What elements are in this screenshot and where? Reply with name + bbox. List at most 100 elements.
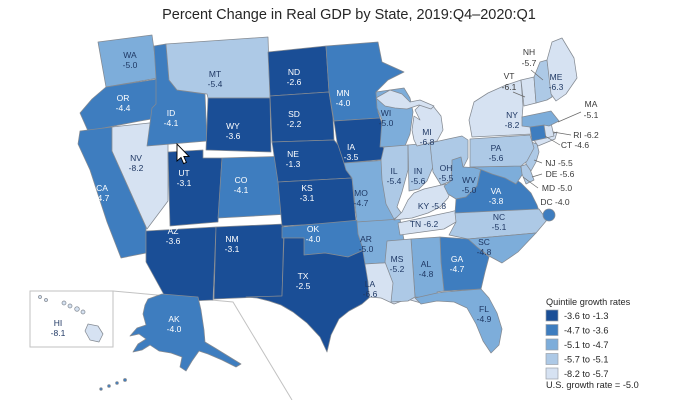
state-label-WY: WY (226, 121, 240, 131)
state-label-MO: MO (354, 188, 368, 198)
state-SD (269, 91, 335, 143)
legend-swatch (545, 353, 559, 365)
callout-label-NH: NH (523, 47, 535, 57)
mouse-cursor-icon (176, 142, 191, 165)
state-label-SC: SC (478, 237, 490, 247)
state-label-IN: IN (414, 166, 423, 176)
state-value-OR: -4.4 (116, 103, 131, 113)
state-AK-island (123, 378, 127, 382)
callout-value-VT: -6.1 (502, 82, 517, 92)
state-value-MI: -6.8 (420, 137, 435, 147)
state-value-ND: -2.6 (287, 77, 302, 87)
state-label-WA: WA (123, 50, 137, 60)
state-NY (468, 79, 533, 138)
state-label-MS: MS (391, 254, 404, 264)
state-AK (129, 293, 242, 372)
state-label-SD: SD (288, 109, 300, 119)
state-HI-island (74, 306, 80, 312)
state-value-NC: -5.1 (492, 222, 507, 232)
state-label-MT: MT (209, 69, 221, 79)
state-label-NC: NC (493, 212, 505, 222)
state-value-MO: -4.7 (354, 198, 369, 208)
callout-label-RI: RI -6.2 (573, 130, 599, 140)
state-label-ME: ME (550, 72, 563, 82)
state-WV (443, 156, 482, 200)
state-value-MS: -5.2 (390, 264, 405, 274)
callout-value-NH: -5.7 (522, 58, 537, 68)
state-value-WI: -5.0 (379, 118, 394, 128)
state-value-VA: -3.8 (489, 196, 504, 206)
callout-line-NJ (533, 159, 543, 164)
state-value-AZ: -3.6 (166, 236, 181, 246)
callout-line-RI (552, 131, 572, 136)
state-value-KS: -3.1 (300, 193, 315, 203)
state-value-OK: -4.0 (306, 234, 321, 244)
legend-title: Quintile growth rates (546, 297, 631, 307)
state-value-HI: -8.1 (51, 328, 66, 338)
state-value-UT: -3.1 (177, 178, 192, 188)
state-label-NY: NY (506, 110, 518, 120)
state-HI-island (61, 300, 67, 306)
state-label-WV: WV (462, 175, 476, 185)
state-AK-island (99, 387, 103, 391)
callout-label-VT: VT (504, 71, 515, 81)
legend-footnote: U.S. growth rate = -5.0 (546, 380, 639, 390)
state-label-NV: NV (130, 153, 142, 163)
legend-item-label: -8.2 to -5.7 (564, 369, 608, 379)
state-label-OH: OH (440, 163, 453, 173)
state-label-GA: GA (451, 254, 464, 264)
legend-swatch (545, 338, 559, 351)
state-value-FL: -4.9 (477, 314, 492, 324)
state-value-AL: -4.8 (419, 269, 434, 279)
state-VT (520, 76, 537, 107)
state-label-ID: ID (167, 108, 176, 118)
legend-item-label: -3.6 to -1.3 (564, 311, 608, 321)
state-value-NY: -8.2 (505, 120, 520, 130)
state-MI-upper-peninsula (375, 89, 435, 110)
state-KY (393, 183, 453, 221)
state-NH (533, 59, 553, 104)
legend-item-label: -5.1 to -4.7 (564, 340, 608, 350)
figure-title: Percent Change in Real GDP by State, 201… (162, 7, 536, 23)
state-label-NE: NE (287, 149, 299, 159)
alaska-inset-divider (112, 290, 293, 400)
state-label-UT: UT (178, 168, 189, 178)
state-value-NM: -3.1 (225, 244, 240, 254)
state-UT (167, 149, 223, 227)
state-TX (245, 237, 371, 353)
state-label-VA: VA (491, 186, 502, 196)
callout-label-DC: DC -4.0 (540, 197, 570, 207)
state-MS (384, 238, 416, 303)
state-value-NV: -8.2 (129, 163, 144, 173)
state-label-LA: LA (365, 279, 376, 289)
state-value-NE: -1.3 (286, 159, 301, 169)
state-WY (205, 97, 272, 153)
callout-line-CT (544, 135, 561, 146)
state-HI-island (38, 295, 42, 299)
state-value-IL: -5.4 (387, 176, 402, 186)
state-ME (546, 37, 578, 102)
state-label-AK: AK (168, 314, 180, 324)
callout-label-MA: MA (585, 99, 598, 109)
state-label-TN: TN -6.2 (410, 219, 439, 229)
callout-label-DE: DE -5.6 (546, 169, 575, 179)
state-label-AZ: AZ (168, 226, 179, 236)
state-MA (521, 110, 560, 128)
state-value-MT: -5.4 (208, 79, 223, 89)
legend: Quintile growth rates -3.6 to -1.3 -4.7 … (545, 297, 639, 390)
state-value-AR: -5.0 (359, 244, 374, 254)
callout-line-DE (531, 173, 543, 178)
state-label-CA: CA (96, 183, 108, 193)
callout-value-MA: -5.1 (584, 110, 599, 120)
state-value-PA: -5.6 (489, 153, 504, 163)
state-value-TX: -2.5 (296, 281, 311, 291)
state-value-SD: -2.2 (287, 119, 302, 129)
callout-label-MD: MD -5.0 (542, 183, 573, 193)
state-label-ND: ND (288, 67, 300, 77)
state-CT (529, 124, 547, 142)
state-label-TX: TX (298, 271, 309, 281)
state-value-ME: -6.3 (549, 82, 564, 92)
state-label-KY: KY -5.8 (418, 201, 446, 211)
